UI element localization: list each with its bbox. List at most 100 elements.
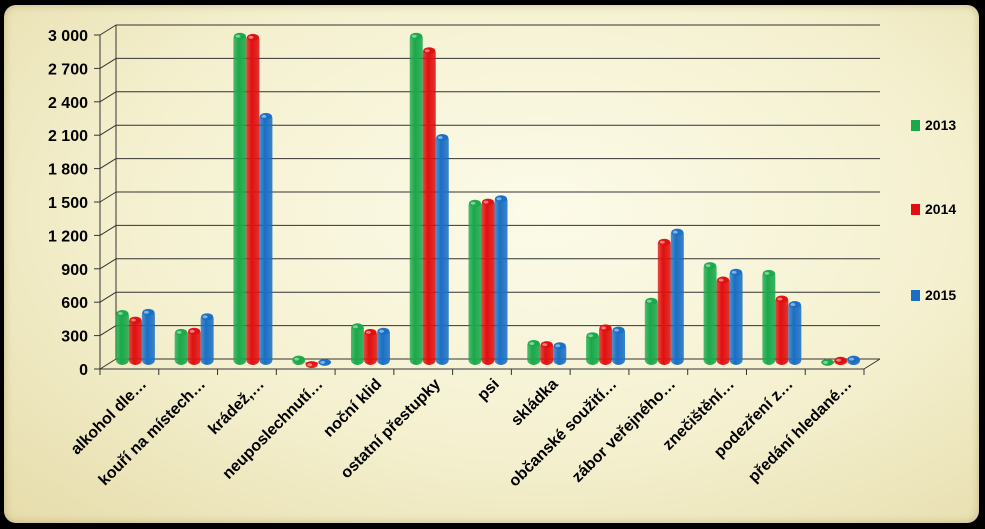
bar: [174, 328, 188, 365]
bar-body: [187, 328, 201, 365]
bar: [409, 32, 423, 366]
bar: [200, 313, 214, 365]
bar-body: [612, 327, 626, 365]
bar-body: [716, 277, 730, 365]
bar-highlight: [777, 297, 783, 301]
bar: [670, 228, 684, 365]
bar-highlight: [790, 303, 796, 307]
bar-highlight: [235, 34, 241, 38]
bar-cap: [717, 276, 730, 284]
bar-cap: [834, 356, 847, 364]
bar-cap: [292, 355, 305, 363]
gridline: [99, 291, 117, 303]
y-tick-labels: 0 300 600 900 1 200 1 500 1 800 2 100 2 400 2 700…: [48, 28, 88, 379]
bar-cap: [351, 323, 364, 331]
bar-body: [174, 329, 188, 365]
bar: [233, 32, 247, 366]
bars: [115, 32, 861, 369]
bar-body: [422, 47, 436, 365]
bar: [305, 361, 319, 369]
bar-highlight: [176, 330, 182, 334]
bar-body: [141, 309, 155, 365]
bar: [435, 134, 449, 365]
bar-cap: [259, 112, 272, 120]
legend-item: 2013: [911, 117, 956, 133]
x-tick-label: psi: [474, 376, 502, 404]
bar: [729, 268, 743, 365]
bar-highlight: [189, 329, 195, 333]
bar-highlight: [130, 318, 136, 322]
bar-highlight: [731, 270, 737, 274]
legend-item: 2014: [911, 201, 956, 217]
gridline: [99, 158, 117, 170]
bar-cap: [495, 195, 507, 203]
bar: [481, 198, 495, 365]
bar-body: [775, 295, 789, 365]
bar: [115, 309, 129, 365]
gridline: [99, 224, 117, 236]
bar: [128, 316, 142, 365]
bar-cap: [788, 301, 801, 309]
bar-cap: [188, 327, 201, 335]
bar: [468, 199, 482, 365]
bar: [141, 308, 155, 365]
bar-cap: [775, 295, 788, 303]
bar-body: [200, 313, 214, 365]
bar-body: [586, 332, 600, 365]
legend-swatch: [911, 204, 920, 215]
bar-body: [703, 262, 717, 365]
bar-highlight: [496, 197, 502, 201]
bar-body: [435, 134, 449, 365]
bar-body: [644, 298, 658, 365]
bar-cap: [129, 316, 142, 324]
bar: [612, 326, 626, 365]
gridline: [99, 191, 117, 203]
x-tick-label: neuposlechnutí…: [220, 376, 327, 483]
bar-highlight: [411, 34, 417, 38]
bar-cap: [201, 313, 214, 321]
bar-cap: [586, 332, 599, 340]
gridline: [99, 325, 117, 337]
bar-cap: [246, 33, 259, 41]
axes: [99, 25, 881, 375]
bar-cap: [423, 47, 436, 55]
bar-highlight: [614, 328, 620, 332]
bar-body: [670, 229, 684, 365]
bar-body: [350, 323, 364, 365]
bar: [847, 355, 861, 365]
bar: [350, 323, 364, 365]
bar: [762, 269, 776, 365]
bar-highlight: [294, 357, 300, 361]
bar-highlight: [764, 271, 770, 275]
bar-cap: [762, 269, 775, 277]
bar: [376, 327, 390, 365]
gridline: [99, 124, 117, 136]
bar-body: [494, 195, 508, 365]
bar-highlight: [437, 136, 443, 140]
bar-cap: [318, 358, 331, 366]
bar: [788, 301, 802, 365]
bar: [494, 195, 508, 365]
bar-body: [376, 328, 390, 365]
bar-body: [788, 301, 802, 365]
x-tick-label: krádež,…: [205, 376, 267, 438]
bar-cap: [116, 309, 129, 317]
bar-highlight: [261, 114, 267, 118]
bar-cap: [730, 268, 743, 276]
bar-body: [409, 33, 423, 366]
y-tick-label: 2 400: [48, 95, 88, 112]
bar-cap: [142, 308, 155, 316]
legend-swatch: [911, 290, 920, 301]
bar-body: [729, 269, 743, 365]
bar-highlight: [529, 342, 535, 346]
x-tick-labels: alkohol dle…kouří na místech…krádež,…neu…: [68, 376, 856, 491]
bar: [422, 47, 436, 365]
y-tick-label: 1 500: [48, 195, 88, 212]
legend-label: 2013: [925, 117, 956, 133]
legend-swatch: [911, 120, 920, 131]
x-tick-label: zábor veřejného…: [569, 376, 679, 486]
x-tick-label: občanské soužití…: [506, 376, 620, 490]
bar-highlight: [470, 201, 476, 205]
